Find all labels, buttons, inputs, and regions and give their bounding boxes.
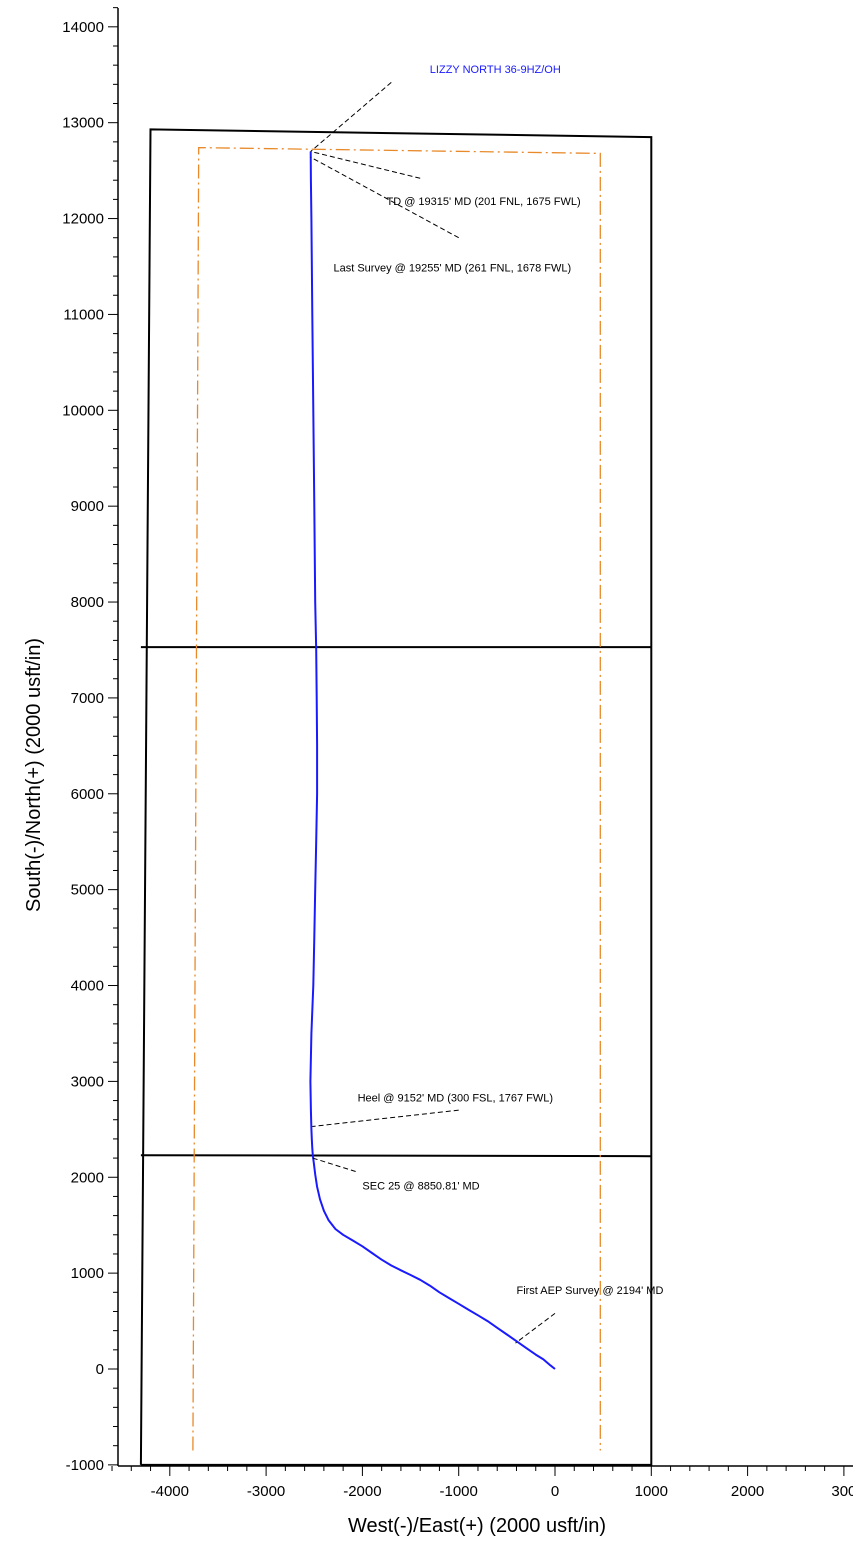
boundary-line-2	[140, 1154, 652, 1158]
y-tick-label: 5000	[71, 882, 104, 899]
y-tick-label: 14000	[62, 19, 104, 36]
x-axis-title: West(-)/East(+) (2000 usft/in)	[348, 1515, 606, 1537]
y-tick-label: 8000	[71, 594, 104, 611]
x-tick-label: 1000	[635, 1483, 668, 1500]
axes: -100001000200030004000500060007000800090…	[62, 7, 853, 1500]
boundary-line-0	[139, 128, 653, 1466]
annotation-label-5: First AEP Survey @ 2194' MD	[516, 1285, 663, 1297]
y-tick-label: 2000	[71, 1169, 104, 1186]
annotation-label-2: Last Survey @ 19255' MD (261 FNL, 1678 F…	[334, 262, 572, 274]
y-tick-label: 10000	[62, 402, 104, 419]
annotation-label-1: TD @ 19315' MD (201 FNL, 1675 FWL)	[386, 196, 580, 208]
annotation-leader-5	[515, 1312, 556, 1344]
y-tick-label: 13000	[62, 115, 104, 132]
y-tick-label: 1000	[71, 1265, 104, 1282]
well-path	[309, 151, 556, 1370]
x-tick-label: 2000	[731, 1483, 764, 1500]
annotation-label-4: SEC 25 @ 8850.81' MD	[362, 1181, 479, 1193]
x-tick-label: -1000	[440, 1483, 478, 1500]
x-tick-label: 300	[831, 1483, 853, 1500]
annotation-leader-3	[312, 1109, 459, 1127]
y-tick-label: 12000	[62, 211, 104, 228]
section-boundary-lines	[139, 128, 653, 1466]
well-name-label: LIZZY NORTH 36-9HZ/OH	[430, 64, 561, 76]
y-tick-label: 7000	[71, 690, 104, 707]
annotation-label-3: Heel @ 9152' MD (300 FSL, 1767 FWL)	[358, 1093, 553, 1105]
y-tick-label: 4000	[71, 978, 104, 995]
y-tick-label: 6000	[71, 786, 104, 803]
y-tick-label: 9000	[71, 498, 104, 515]
x-tick-label: -4000	[151, 1483, 189, 1500]
annotation-leader-4	[312, 1157, 356, 1172]
y-tick-label: 0	[96, 1361, 104, 1378]
y-tick-label: -1000	[66, 1457, 104, 1474]
y-tick-label: 11000	[63, 306, 104, 323]
annotation-leader-1	[310, 150, 421, 179]
y-tick-label: 3000	[71, 1073, 104, 1090]
annotation-leader-0	[310, 82, 392, 152]
setback-lines	[192, 146, 601, 1451]
annotations: LIZZY NORTH 36-9HZ/OH TD @ 19315' MD (201…	[310, 64, 663, 1344]
x-tick-label: -2000	[343, 1483, 381, 1500]
y-axis-title: South(-)/North(+) (2000 usft/in)	[23, 638, 45, 912]
x-tick-label: -3000	[247, 1483, 285, 1500]
annotation-leader-2	[310, 156, 459, 239]
well-path-line	[309, 151, 556, 1370]
setback-line-0	[192, 146, 601, 1451]
x-tick-label: 0	[551, 1483, 559, 1500]
